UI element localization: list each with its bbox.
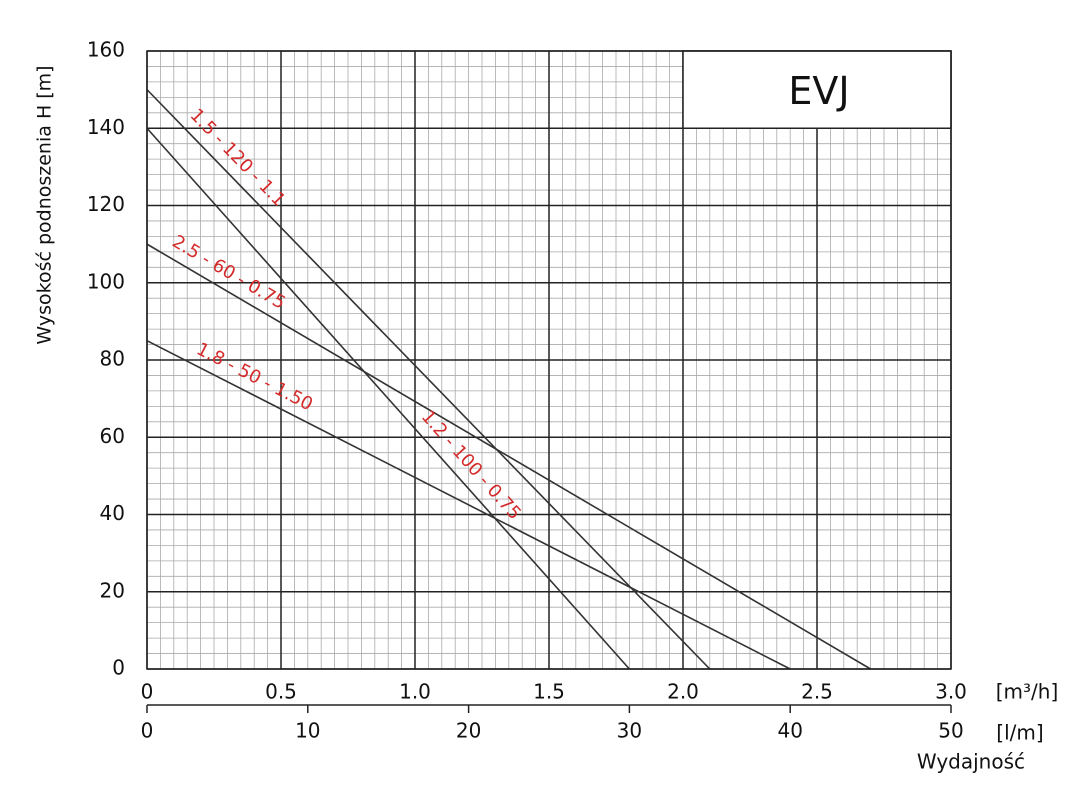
- x-axis-label: Wydajność: [917, 750, 1025, 774]
- y-tick-label: 100: [87, 269, 125, 293]
- y-tick-label: 140: [87, 115, 125, 139]
- title-box: [682, 50, 952, 129]
- chart-title: EVJ: [788, 69, 849, 113]
- y-tick-label: 120: [87, 192, 125, 216]
- y-tick-label: 60: [100, 424, 125, 448]
- x2-tick-label: 30: [617, 719, 642, 743]
- x2-tick-label: 50: [938, 719, 963, 743]
- x-unit: [m³/h]: [996, 680, 1059, 704]
- x-tick-label: 2.0: [667, 680, 699, 704]
- x2-tick-label: 40: [777, 719, 802, 743]
- y-tick-label: 20: [100, 578, 125, 602]
- series-line: [146, 243, 872, 670]
- x2-tick-label: 10: [295, 719, 320, 743]
- series-line: [146, 89, 711, 670]
- x-tick-label: 0: [141, 680, 154, 704]
- y-tick-label: 40: [100, 501, 125, 525]
- x-tick-label: 3.0: [935, 680, 967, 704]
- line-label: 1.5 - 120 - 1.1: [186, 105, 290, 211]
- x2-tick-label: 0: [141, 719, 154, 743]
- plot-frame: [146, 50, 952, 670]
- x-tick-label: 1.0: [399, 680, 431, 704]
- series-line: [146, 339, 791, 670]
- x2-unit: [l/m]: [996, 721, 1043, 745]
- x2-tick-label: 20: [456, 719, 481, 743]
- line-label: 2.5 - 60 - 0.75: [168, 231, 289, 314]
- y-tick-label: 0: [112, 656, 125, 680]
- x-tick-label: 2.5: [801, 680, 833, 704]
- y-tick-label: 160: [87, 38, 125, 62]
- x-tick-label: 0.5: [265, 680, 297, 704]
- line-label: 1.8 - 50 - 1.50: [193, 339, 316, 416]
- y-tick-label: 80: [100, 347, 125, 371]
- x-tick-label: 1.5: [533, 680, 565, 704]
- y-axis-label: Wysokość podnoszenia H [m]: [34, 65, 56, 344]
- series-line: [146, 127, 630, 670]
